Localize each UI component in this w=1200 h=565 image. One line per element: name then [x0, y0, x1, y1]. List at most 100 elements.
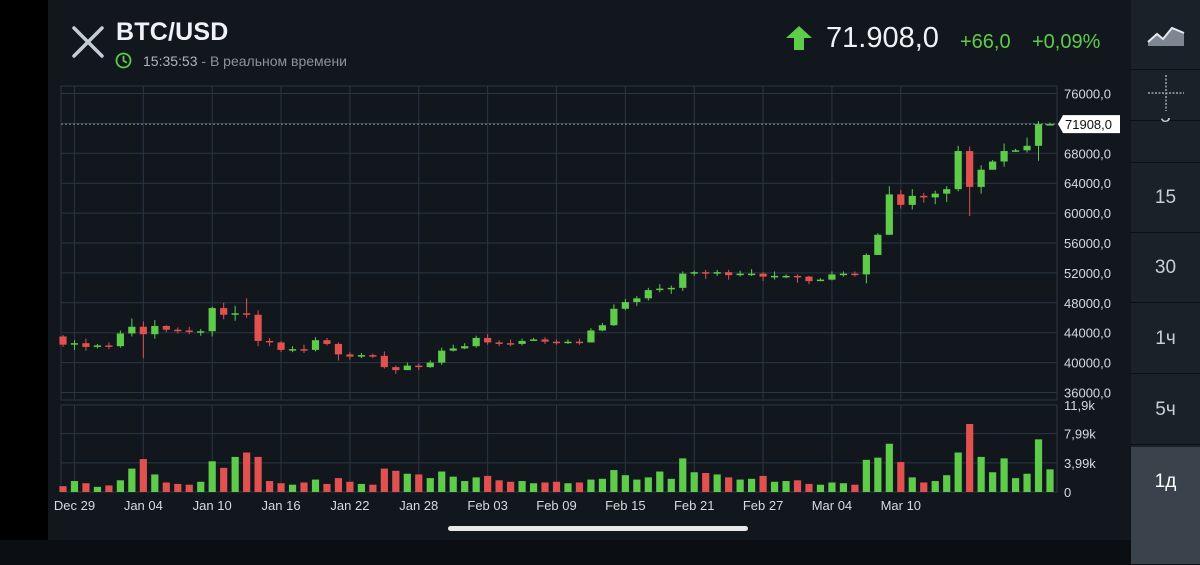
price-tick-label: 52000,0 — [1064, 266, 1111, 281]
timeframe-1h[interactable]: 1ч — [1131, 304, 1200, 374]
timeframe-label: 5ч — [1155, 398, 1176, 420]
date-tick-label: Feb 03 — [467, 498, 507, 513]
status-text: - В реальном времени — [197, 53, 347, 69]
candle-body — [1034, 124, 1043, 146]
volume-tick-label: 3,99k — [1064, 456, 1096, 471]
candle-body — [323, 340, 331, 344]
volume-bar — [782, 481, 790, 492]
candle-body — [357, 355, 365, 357]
volume-bar — [506, 481, 515, 492]
date-tick-label: Jan 10 — [193, 498, 232, 513]
candle-body — [552, 341, 561, 344]
price-tick-label: 40000,0 — [1064, 356, 1111, 371]
volume-bar — [770, 481, 779, 492]
volume-bar — [943, 475, 951, 492]
date-tick-label: Mar 04 — [812, 498, 852, 513]
candle-body — [70, 343, 79, 345]
home-indicator[interactable] — [448, 526, 748, 531]
volume-bar — [116, 480, 124, 492]
candle-body — [197, 331, 205, 333]
volume-bar — [311, 479, 320, 492]
realtime-status: 15:35:53 - В реальном времени — [143, 53, 347, 69]
candle-body — [598, 325, 607, 331]
candle-body — [518, 340, 526, 344]
timeframe-1d[interactable]: 1д — [1131, 447, 1200, 565]
volume-bar — [851, 484, 859, 492]
volume-bar — [495, 480, 503, 492]
volume-bar — [598, 478, 607, 492]
candle-body — [105, 345, 113, 347]
volume-bar — [793, 480, 802, 492]
candle-body — [656, 288, 664, 291]
date-tick-label: Mar 10 — [881, 498, 921, 513]
timeframe-15[interactable]: 15 — [1131, 163, 1200, 233]
volume-bar — [1046, 469, 1054, 492]
timeframe-label: 1ч — [1155, 327, 1176, 349]
candle-body — [288, 349, 297, 351]
date-tick-label: Jan 22 — [330, 498, 369, 513]
timeframe-label: 15 — [1154, 186, 1177, 208]
crosshair-button[interactable] — [1131, 70, 1200, 121]
volume-bar — [461, 481, 469, 492]
volume-bar — [334, 478, 343, 492]
candle-body — [82, 343, 90, 347]
volume-bar — [920, 482, 928, 492]
toolbar-panel: 5 15 30 1ч 5ч 1д — [1131, 0, 1200, 565]
volume-bar — [885, 443, 893, 492]
chart-type-button[interactable] — [1131, 0, 1200, 70]
volume-bar — [288, 484, 297, 492]
candle-body — [346, 354, 354, 357]
price-tick-label: 56000,0 — [1064, 236, 1111, 251]
candle-body — [1011, 150, 1020, 152]
volume-bar — [128, 468, 136, 492]
volume-bar — [369, 484, 377, 492]
volume-bar — [862, 459, 870, 492]
volume-bar — [1011, 478, 1020, 492]
candle-body — [174, 329, 182, 332]
price-chart[interactable]: 76000,072000,068000,064000,060000,056000… — [0, 0, 1131, 540]
candle-body — [139, 326, 147, 335]
candle-body — [575, 341, 584, 344]
volume-bar — [403, 473, 411, 492]
volume-bar — [713, 474, 721, 492]
candle-body — [828, 274, 836, 280]
candle-body — [885, 194, 893, 235]
candle-body — [265, 340, 274, 343]
volume-bar — [966, 424, 974, 492]
volume-bar — [300, 482, 308, 492]
candle-body — [1000, 151, 1008, 162]
volume-bar — [151, 474, 159, 492]
price-tick-label: 44000,0 — [1064, 326, 1111, 341]
candle-body — [438, 350, 446, 363]
candle-body — [415, 365, 423, 368]
volume-bar — [472, 477, 480, 492]
volume-bar — [633, 479, 641, 492]
date-tick-label: Jan 16 — [262, 498, 301, 513]
close-icon[interactable] — [70, 24, 106, 60]
date-tick-label: Feb 21 — [674, 498, 714, 513]
volume-bar — [438, 471, 446, 492]
candle-body — [128, 326, 136, 334]
timeframe-5[interactable]: 5 — [1131, 118, 1200, 163]
volume-bar — [748, 478, 756, 492]
candle-body — [587, 330, 595, 343]
candle-body — [254, 314, 262, 341]
current-price: 71.908,0 — [826, 22, 939, 54]
timeframe-5h[interactable]: 5ч — [1131, 375, 1200, 445]
volume-bar — [139, 459, 147, 492]
volume-bar — [449, 476, 457, 492]
candle-body — [805, 276, 813, 282]
volume-bar — [908, 477, 916, 492]
volume-bar — [667, 478, 675, 492]
volume-bar — [93, 486, 102, 492]
candle-body — [541, 339, 549, 342]
last-price-label: 71908,0 — [1065, 117, 1112, 132]
volume-bar — [725, 477, 733, 492]
timeframe-label: 1д — [1154, 471, 1177, 492]
volume-tick-label: 7,99k — [1064, 427, 1096, 442]
volume-bar — [610, 470, 618, 492]
candle-body — [725, 272, 733, 276]
timeframe-30[interactable]: 30 — [1131, 233, 1200, 303]
volume-bar — [174, 483, 182, 492]
candle-body — [759, 273, 767, 277]
